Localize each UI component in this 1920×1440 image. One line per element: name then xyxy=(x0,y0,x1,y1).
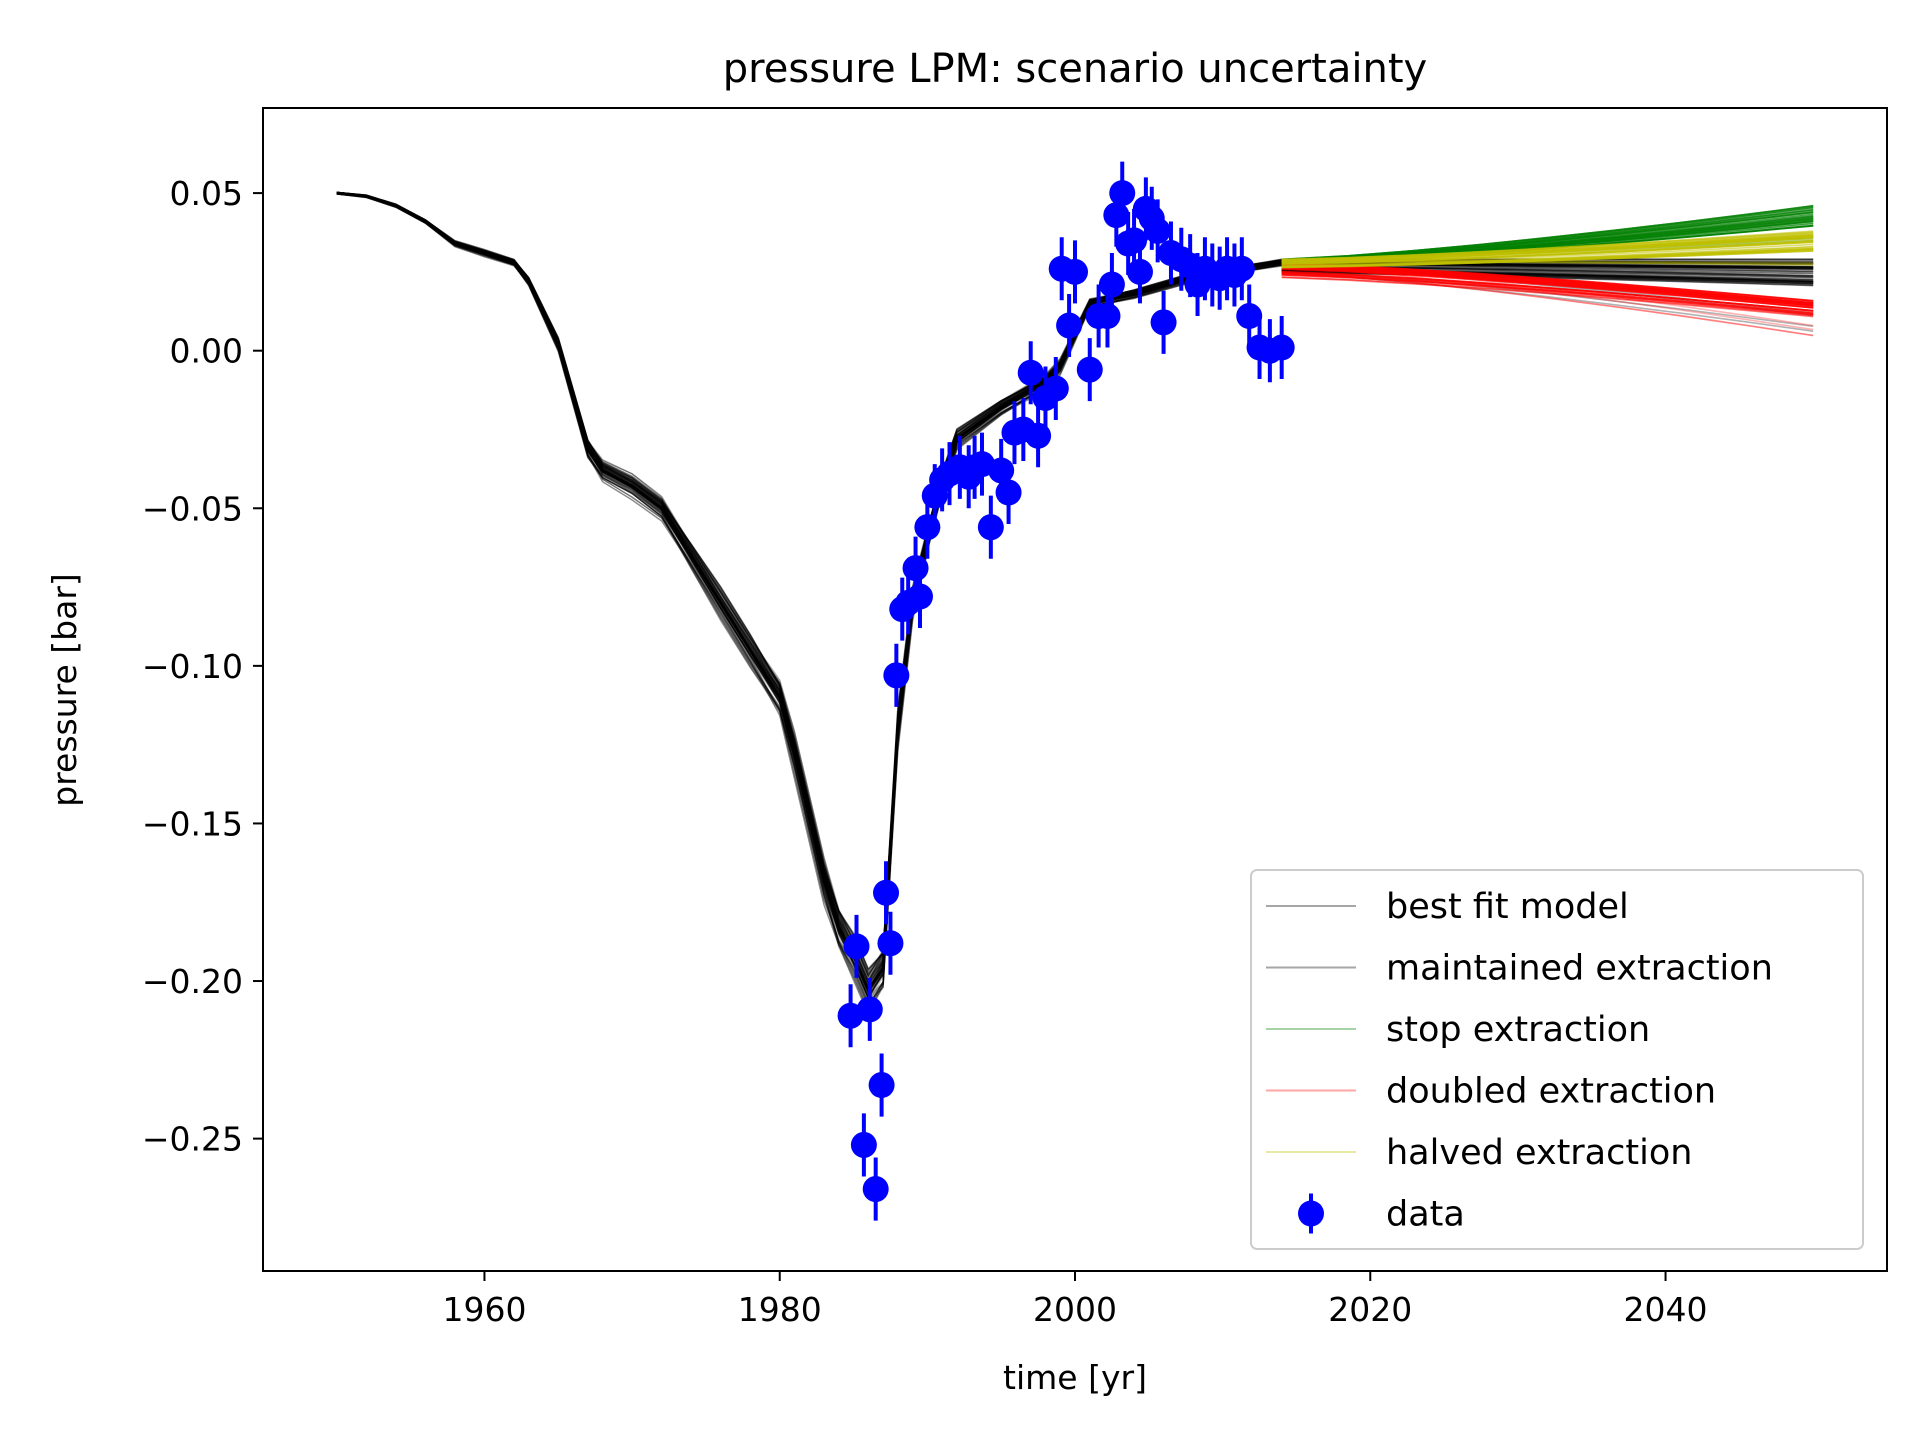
data-points xyxy=(837,161,1295,1221)
model-run-line xyxy=(336,191,1282,976)
data-point xyxy=(1150,309,1177,336)
legend-label: doubled extraction xyxy=(1386,1072,1716,1112)
model-run-line xyxy=(336,192,1282,992)
legend: best fit model maintained extraction stop … xyxy=(1250,869,1864,1250)
model-run-line xyxy=(336,191,1282,984)
model-run-line xyxy=(336,191,1282,972)
model-run-line xyxy=(336,191,1282,978)
data-point xyxy=(868,1072,895,1099)
model-run-line xyxy=(336,191,1282,986)
data-point xyxy=(1017,359,1044,386)
data-point xyxy=(843,933,870,960)
scenario-line xyxy=(1281,231,1814,261)
scenario-line xyxy=(1281,237,1814,264)
legend-swatch xyxy=(1298,1200,1324,1227)
y-axis-title: pressure [bar] xyxy=(45,573,84,807)
data-point xyxy=(1094,303,1121,330)
legend-label: data xyxy=(1386,1195,1465,1235)
data-point xyxy=(877,930,904,957)
data-point xyxy=(1121,227,1148,254)
y-axis: 0.05 0.00 −0.05 −0.10 −0.15 −0.20 −0.25 xyxy=(142,174,263,1159)
x-tick-label: 1980 xyxy=(738,1290,822,1329)
y-tick-label: 0.00 xyxy=(170,332,243,371)
data-point xyxy=(1228,255,1255,282)
legend-label: stop extraction xyxy=(1386,1010,1650,1050)
data-point xyxy=(906,583,933,610)
legend-label: maintained extraction xyxy=(1386,949,1773,989)
x-axis-title: time [yr] xyxy=(1003,1358,1147,1397)
data-point xyxy=(862,1176,889,1203)
model-run-line xyxy=(336,191,1282,971)
model-run-line xyxy=(336,191,1282,982)
data-point xyxy=(1109,180,1136,207)
model-run-line xyxy=(336,191,1282,972)
x-axis: 1960 1980 2000 2020 2040 xyxy=(442,1271,1708,1329)
scenario-line xyxy=(1281,235,1814,262)
data-point xyxy=(902,555,929,582)
y-tick-label: −0.05 xyxy=(142,489,243,528)
data-point xyxy=(850,1131,877,1158)
legend-label: best fit model xyxy=(1386,887,1629,927)
data-point xyxy=(977,514,1004,541)
scenario-line xyxy=(1281,249,1814,269)
scenario-line xyxy=(1281,274,1814,316)
data-point xyxy=(1103,202,1130,229)
model-run-line xyxy=(336,191,1282,978)
data-point xyxy=(856,996,883,1023)
x-tick-label: 2000 xyxy=(1033,1290,1117,1329)
legend-label: halved extraction xyxy=(1386,1133,1692,1173)
data-point xyxy=(995,479,1022,506)
model-run-line xyxy=(336,191,1282,982)
data-point xyxy=(1056,312,1083,339)
data-point xyxy=(1268,334,1295,361)
data-point xyxy=(1126,258,1153,285)
y-tick-label: −0.20 xyxy=(142,962,243,1001)
scenario-line xyxy=(1281,266,1814,307)
model-run-line xyxy=(336,191,1282,973)
data-point xyxy=(1236,303,1263,330)
data-point xyxy=(883,662,910,689)
scenario-line xyxy=(1281,271,1814,312)
scenario-line xyxy=(1281,273,1814,314)
model-run-line xyxy=(336,191,1282,978)
data-point xyxy=(1098,271,1125,298)
chart-title: pressure LPM: scenario uncertainty xyxy=(723,46,1427,92)
scenario-line xyxy=(1281,264,1814,305)
data-point xyxy=(1042,375,1069,402)
scenario-line xyxy=(1281,276,1814,317)
scenario-line xyxy=(1281,245,1814,267)
x-tick-label: 2020 xyxy=(1328,1290,1412,1329)
x-tick-label: 1960 xyxy=(442,1290,526,1329)
y-tick-label: −0.10 xyxy=(142,647,243,686)
data-point xyxy=(873,879,900,906)
x-tick-label: 2040 xyxy=(1624,1290,1708,1329)
data-point xyxy=(1144,217,1171,244)
y-tick-label: 0.05 xyxy=(170,174,243,213)
data-point xyxy=(1062,258,1088,285)
legend-box xyxy=(1250,869,1864,1250)
model-run-line xyxy=(336,191,1282,975)
scenario-line xyxy=(1281,240,1814,266)
model-run-line xyxy=(336,191,1282,985)
y-tick-label: −0.25 xyxy=(142,1120,243,1159)
y-tick-label: −0.15 xyxy=(142,804,243,843)
model-run-line xyxy=(336,191,1282,970)
scenario-line xyxy=(1281,204,1814,261)
data-point xyxy=(1076,356,1103,383)
